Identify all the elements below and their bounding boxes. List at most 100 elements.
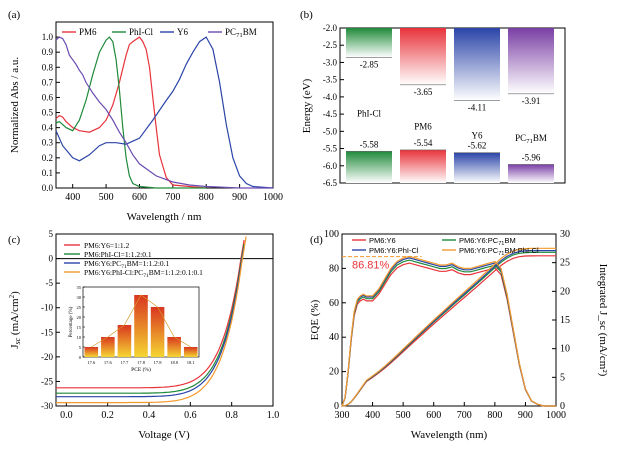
x-tick-label: 0.4 — [143, 410, 156, 421]
x-tick-label: 300 — [335, 410, 350, 421]
lumo-bar — [508, 28, 554, 94]
x-tick-label: 500 — [396, 410, 411, 421]
x-tick-label: 800 — [199, 192, 214, 203]
homo-bar — [346, 151, 392, 183]
panel-c-y-ticks: -30 -25 -20 -15 -10 -5 0 5 — [41, 229, 273, 411]
lumo-value-label: -3.91 — [522, 96, 541, 106]
y-tick-label: -6.5 — [323, 178, 338, 188]
y-tick-label: -4.0 — [323, 92, 338, 102]
homo-value-label: -5.96 — [522, 152, 541, 162]
y-tick-label: -25 — [41, 376, 53, 386]
x-tick-label: 700 — [165, 192, 180, 203]
panel-a-y-ticks: 0.0 0.1 0.2 0.3 0.4 0.5 0.6 0.7 0.8 0.9 1.0 — [42, 32, 60, 193]
y-tick-label: 0.5 — [42, 108, 54, 118]
homo-bar — [508, 164, 554, 183]
y2-tick-label: 30 — [560, 229, 570, 240]
legend-label: PM6:Y6 — [369, 236, 396, 245]
panel-b: (b) -6.5 -6.0 -5.5 -5.0 -4.5 -4.0 -3.5 -3.0 -2.5… — [300, 9, 566, 188]
x-tick-label: 0.8 — [225, 410, 238, 421]
series-line-phi-cl — [55, 36, 207, 189]
lumo-value-label: -3.65 — [414, 87, 433, 97]
y-tick-label: 0.7 — [42, 77, 54, 87]
x-tick-label: 900 — [232, 192, 247, 203]
y-tick-label: 100 — [324, 229, 339, 240]
lumo-bar — [400, 28, 446, 85]
histogram-bar — [117, 325, 132, 357]
y-tick-label: -20 — [41, 352, 53, 362]
legend-label: PM6 — [79, 27, 97, 37]
panel-b-frame — [339, 27, 566, 184]
x-tick-label: 400 — [65, 192, 80, 203]
y2-tick-label: 25 — [560, 258, 570, 269]
panel-c-y-axis-label: Jsc (mA/cm2) — [8, 291, 22, 349]
panel-c-frame — [55, 233, 274, 407]
panel-d-y2-axis-label: Integrated J_sc (mA/cm²) — [597, 264, 609, 377]
annotation-text: 86.81% — [352, 260, 390, 272]
legend-label: PM6:Y6:PhI-Cl:PC71BM=1:1.2:0.1:0.1 — [84, 268, 203, 279]
x-tick-label: 1.0 — [267, 410, 280, 421]
y-tick-label: -3.0 — [323, 57, 338, 67]
panel-a: (a) 400 500 600 700 800 900 1000 0.00.10.20.30… — [8, 9, 283, 223]
panel-c-label: (c) — [8, 234, 21, 246]
y-tick-label: 0.8 — [42, 62, 54, 72]
legend-label: PM6:Y6:PhI-Cl — [369, 246, 419, 255]
series-line-pm6 — [55, 36, 207, 189]
y-tick-label: -10 — [41, 303, 53, 313]
y-tick-label: -6.0 — [323, 161, 338, 171]
x-tick-label: 500 — [99, 192, 114, 203]
x-tick-label: 1000 — [263, 192, 283, 203]
inset-x-tick-label: 17.8 — [137, 360, 146, 365]
y-tick-label: 20 — [329, 367, 339, 378]
y-tick-label: 0 — [334, 401, 339, 412]
y-tick-label: -2.0 — [323, 23, 338, 33]
inset-y-tick-label: 35 — [77, 285, 82, 290]
inset-x-tick-label: 18.0 — [170, 360, 179, 365]
panel-d-x-ticks: 300 400 500 600 700 800 900 1000 — [335, 402, 566, 421]
y-tick-label: 0.4 — [42, 123, 54, 133]
panel-b-y-ticks: -6.5 -6.0 -5.5 -5.0 -4.5 -4.0 -3.5 -3.0 -2.5 -2.0 — [323, 23, 344, 188]
panel-d-label: (d) — [310, 234, 323, 246]
panel-a-y-axis-label: Normalized Abs / a.u. — [9, 57, 21, 153]
material-name-label: PC71BM — [515, 133, 547, 145]
y-tick-label: 0.3 — [42, 138, 54, 148]
panel-b-energy-levels: -2.85 -5.58 PhI-Cl -3.65 -5.54 PM6 -4.11 -5.62Y… — [346, 28, 554, 183]
histogram-bar — [101, 337, 115, 357]
jv-curve — [56, 239, 245, 389]
histogram-bar — [167, 337, 181, 357]
panel-a-series — [55, 36, 274, 189]
legend-label: Y6 — [177, 27, 188, 37]
inset-y-tick-label: 10 — [77, 335, 82, 340]
panel-d-y-axis-label: EQE (%) — [309, 299, 321, 340]
panel-c: (c) 0.0 0.2 0.4 0.6 0.8 1.0 -30 -25 -20 -15 -10 -5… — [8, 229, 279, 441]
y-tick-label: 1.0 — [42, 32, 54, 42]
eqe-curve — [341, 255, 556, 407]
inset-x-axis-label: PCE (%) — [131, 366, 151, 373]
y-tick-label: 0.2 — [42, 153, 53, 163]
y-tick-label: 0.0 — [42, 183, 54, 193]
y-tick-label: -3.5 — [323, 75, 338, 85]
panel-b-label: (b) — [300, 9, 313, 21]
y-tick-label: 5 — [49, 229, 54, 239]
panel-c-legend: PM6:Y6=1:1.2PM6:PhI-Cl=1:1.2:0.1PM6:Y6:P… — [64, 241, 203, 279]
y-tick-label: 0 — [49, 254, 54, 264]
panel-a-x-axis-label: Wavelength / nm — [127, 211, 202, 223]
x-tick-label: 400 — [365, 410, 380, 421]
panel-c-series — [56, 236, 247, 404]
y-tick-label: -5.0 — [323, 126, 338, 136]
y-tick-label: -15 — [41, 327, 53, 337]
y-tick-label: -5.5 — [323, 144, 338, 154]
panel-d-y-ticks: 0 20 40 60 80 100 — [324, 229, 346, 412]
y-tick-label: -2.5 — [323, 40, 338, 50]
legend-label: PC71BM — [225, 27, 257, 39]
inset-y-tick-label: 20 — [77, 315, 82, 320]
y-tick-label: -4.5 — [323, 109, 338, 119]
y-tick-label: 40 — [329, 332, 339, 343]
legend-label: PM6:PhI-Cl=1:1.2:0.1 — [84, 250, 152, 259]
histogram-trend-line — [91, 294, 191, 348]
legend-label: PM6:Y6:PC71BM=1:1.2:0.1 — [84, 259, 170, 270]
inset-y-tick-label: 30 — [77, 295, 82, 300]
x-tick-label: 600 — [132, 192, 147, 203]
x-tick-label: 800 — [487, 410, 502, 421]
histogram-bar — [134, 295, 148, 357]
